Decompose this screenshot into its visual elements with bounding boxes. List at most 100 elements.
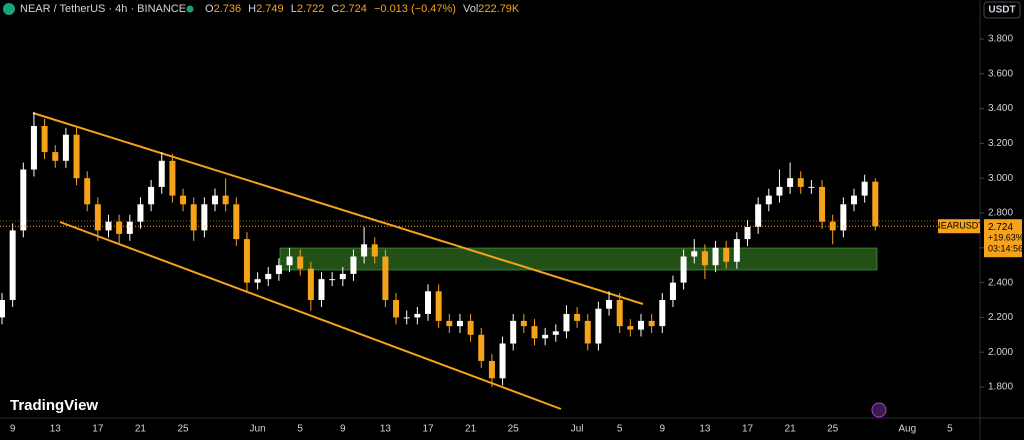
x-tick-label: 21 — [465, 424, 477, 435]
candle-body — [41, 125, 48, 153]
x-tick-label: 13 — [50, 424, 62, 435]
candle-body — [393, 300, 400, 318]
candle-body — [73, 134, 80, 179]
candle-body — [318, 279, 325, 301]
symbol: NEAR / TetherUS · 4h · BINANCE — [20, 3, 186, 15]
candle-body — [669, 282, 676, 301]
label: O — [205, 3, 214, 15]
candle-body — [297, 256, 304, 269]
candle-body — [531, 326, 538, 339]
x-tick-label: 17 — [422, 424, 434, 435]
candle-body — [0, 300, 5, 318]
candle-body — [116, 221, 123, 234]
candle-body — [542, 334, 549, 339]
y-tick-label: 2.200 — [988, 312, 1013, 323]
value: 2.722 — [297, 3, 325, 15]
x-tick-label: 9 — [340, 424, 346, 435]
y-tick-label: 3.000 — [988, 173, 1013, 184]
y-tick-label: 3.800 — [988, 34, 1013, 45]
candle-body — [840, 204, 847, 231]
candle-body — [488, 360, 495, 379]
candle-body — [286, 256, 293, 266]
price-tag — [984, 219, 1022, 258]
x-tick-label: Jun — [250, 424, 266, 435]
candle-body — [84, 178, 91, 205]
candle-body — [30, 125, 37, 170]
candle-body — [414, 313, 421, 318]
candle-body — [382, 256, 389, 301]
y-tick-label: 2.800 — [988, 208, 1013, 219]
candle-body — [797, 178, 804, 187]
x-tick-label: 5 — [947, 424, 953, 435]
candle-body — [403, 317, 410, 319]
candle-body — [680, 256, 687, 283]
candle-body — [425, 291, 431, 314]
y-tick-label: 3.200 — [988, 138, 1013, 149]
label: H — [248, 3, 256, 15]
value: 222.79K — [478, 3, 520, 15]
currency[interactable]: USDT — [988, 5, 1015, 16]
candle-body — [755, 204, 762, 227]
candle-body — [765, 195, 772, 205]
candle-body — [190, 204, 197, 231]
candle-body — [595, 308, 602, 344]
label: Vol — [463, 3, 478, 15]
currency-button[interactable] — [983, 1, 1021, 19]
value: 2.749 — [256, 3, 284, 15]
price-tag-label: 2.724 — [988, 222, 1013, 233]
candle-body — [222, 195, 229, 205]
candle-body — [254, 279, 261, 283]
x-tick-label: 13 — [699, 424, 711, 435]
candle-body — [584, 320, 591, 344]
candle-body — [126, 221, 133, 234]
y-tick-label: 3.600 — [988, 68, 1013, 79]
candle-body — [723, 247, 730, 262]
status-dot — [186, 5, 194, 13]
y-tick-label: 1.800 — [988, 382, 1013, 393]
label: L — [291, 3, 297, 15]
candle-body — [829, 221, 836, 231]
candle-body — [648, 320, 655, 327]
candle-body — [638, 320, 644, 330]
x-tick-label: 17 — [92, 424, 104, 435]
candle-body — [137, 204, 144, 222]
price-tag-change: +19.63% — [988, 233, 1024, 243]
x-tick-label: 25 — [177, 424, 189, 435]
candle-body — [552, 331, 559, 335]
candle-body — [744, 226, 751, 240]
candle-body — [201, 204, 208, 231]
candle-body — [819, 186, 826, 222]
candle-body — [361, 244, 368, 257]
candle-body — [478, 334, 485, 361]
candle-body — [787, 178, 794, 187]
plot — [0, 112, 879, 388]
candle-body — [52, 152, 59, 161]
x-tick-label: 25 — [827, 424, 839, 435]
candle-body — [776, 186, 783, 196]
candle-body — [180, 195, 187, 205]
candle-body — [339, 273, 346, 280]
candle-body — [851, 195, 857, 205]
candle-body — [94, 204, 101, 231]
candle-body — [243, 239, 250, 283]
label: C — [331, 3, 339, 15]
ohlc: O2.736 H2.749 L2.722 C2.724 −0.013 (−0.4… — [205, 3, 520, 15]
candle-body — [659, 300, 666, 327]
support-zone — [279, 247, 878, 271]
candle-body — [212, 195, 218, 205]
candle-body — [861, 181, 868, 196]
x-tick-label: 9 — [660, 424, 666, 435]
candle-body — [20, 169, 27, 231]
candle-body — [616, 300, 623, 327]
symbol-tag — [938, 219, 980, 234]
candle-body — [499, 343, 506, 379]
candle-body — [9, 230, 16, 301]
symbol-tag-label: NEARUSDT — [934, 221, 984, 231]
candle-body — [467, 320, 474, 335]
event-icon[interactable] — [871, 402, 887, 418]
candle-body — [275, 265, 282, 274]
symbol-icon — [3, 3, 15, 15]
candle-body — [265, 273, 272, 280]
candle-body — [446, 320, 453, 327]
